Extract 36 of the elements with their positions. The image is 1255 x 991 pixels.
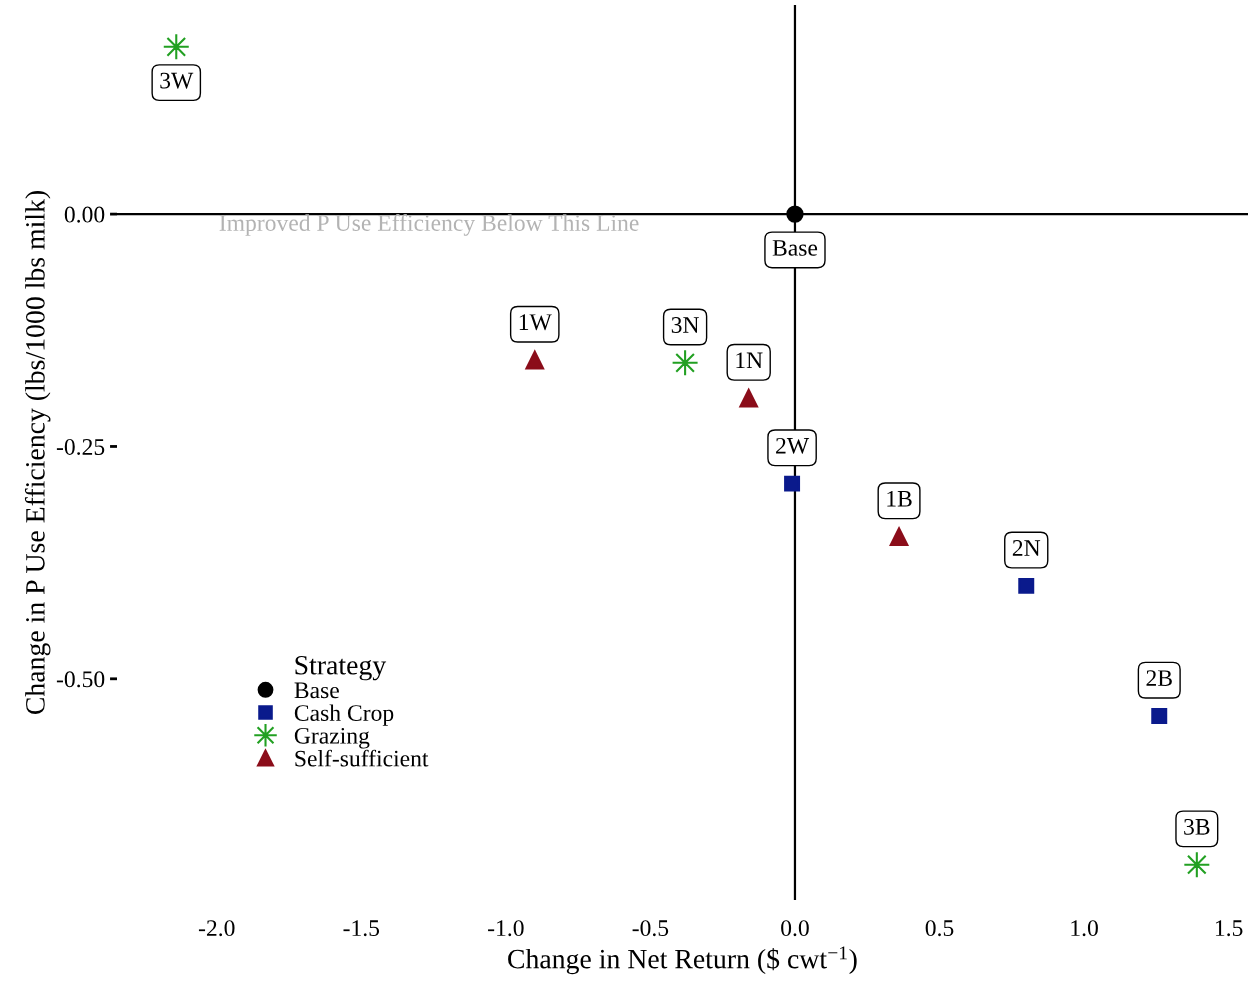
x-tick-label: 1.5 [1215, 920, 1243, 937]
annotation: 1B [887, 490, 912, 507]
legend-label: Cash Crop [294, 704, 394, 726]
point [739, 388, 759, 408]
point [786, 205, 804, 223]
x-tick-label: -0.5 [632, 920, 669, 937]
annotation: 2N [1012, 540, 1041, 556]
point [1018, 577, 1035, 594]
x-tick-label: -1.5 [343, 920, 380, 937]
legend-title: Strategy [295, 655, 387, 681]
point [525, 350, 545, 370]
x-tick-label: -2.0 [198, 920, 235, 937]
x-tick-label: 0.0 [781, 920, 809, 937]
x-tick-label: 1.0 [1071, 920, 1098, 937]
annotation: 3W [160, 72, 194, 89]
legend-label: Self-sufficient [295, 749, 429, 767]
annotation: 3B [1184, 818, 1210, 835]
x-tick-label: 0.5 [925, 920, 954, 937]
y-axis-title: Change in P Use Efficiency (lbs/1000 lbs milk) [24, 191, 51, 715]
x-axis-title: Change in Net Return ($ cwt$^{−1}$) [508, 946, 857, 975]
legend-label: Grazing [294, 727, 370, 749]
legend-label: Base [294, 682, 339, 699]
annotation: 1W [519, 314, 552, 331]
point [784, 475, 801, 492]
annotation: Base [772, 240, 818, 256]
y-tick-label: 0.00 [64, 206, 105, 223]
point [1151, 708, 1168, 724]
annotation: 3N [671, 317, 699, 333]
y-tick-label: -0.50 [56, 671, 105, 688]
annotation: 2B [1146, 670, 1172, 686]
point [889, 527, 909, 546]
annotation: 1N [736, 352, 763, 369]
x-tick-label: -1.0 [488, 920, 524, 937]
ref-line-label: Improved P Use Efficiency Below This Line [219, 214, 639, 236]
y-tick-label: -0.25 [56, 438, 105, 455]
annotation: 2W [776, 437, 810, 454]
